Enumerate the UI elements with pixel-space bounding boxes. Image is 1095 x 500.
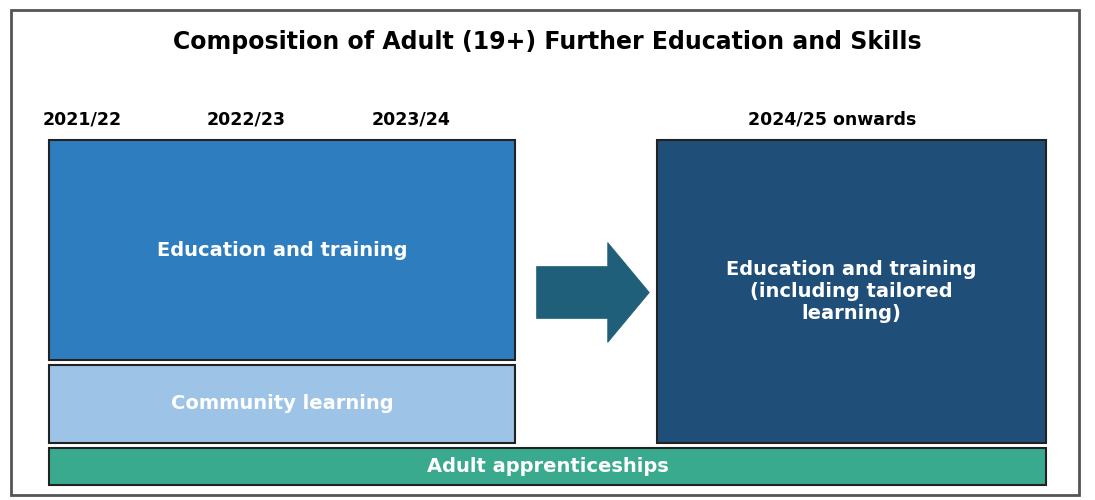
Bar [49, 140, 515, 360]
Text: Education and training
(including tailored
learning): Education and training (including tailor… [726, 260, 977, 323]
Text: Education and training: Education and training [157, 240, 407, 260]
Bar [49, 448, 1046, 485]
Text: 2023/24: 2023/24 [371, 111, 450, 129]
Text: 2022/23: 2022/23 [207, 111, 286, 129]
Text: Composition of Adult (19+) Further Education and Skills: Composition of Adult (19+) Further Educa… [173, 30, 922, 54]
Text: 2021/22: 2021/22 [43, 111, 122, 129]
Text: 2024/25 onwards: 2024/25 onwards [748, 111, 917, 129]
Bar [657, 140, 1046, 442]
Bar [49, 365, 515, 442]
Text: Adult apprenticeships: Adult apprenticeships [427, 457, 668, 476]
Text: Community learning: Community learning [171, 394, 393, 413]
Polygon shape [537, 242, 649, 342]
